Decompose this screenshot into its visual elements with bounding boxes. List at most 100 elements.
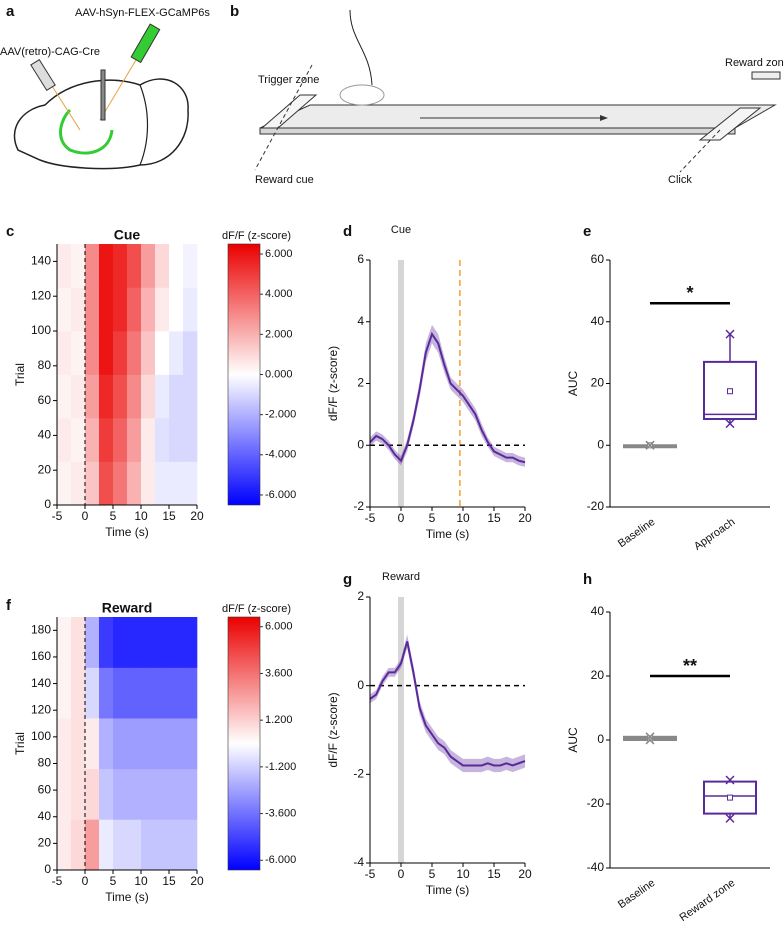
heat-cell — [141, 461, 156, 506]
heat-cell — [57, 331, 72, 375]
heat-cell — [71, 331, 86, 375]
heat-cell — [99, 287, 114, 332]
colorbar-tick-label: -6.000 — [265, 489, 296, 501]
heat-cell — [85, 461, 100, 506]
heat-cell — [85, 374, 100, 419]
x-tick-label: 10 — [456, 511, 470, 525]
y-tick-label: -2 — [353, 767, 364, 781]
y-tick-label: 80 — [38, 358, 52, 372]
heat-cell — [127, 418, 142, 462]
heat-cell — [113, 617, 128, 668]
heat-cell — [113, 718, 128, 770]
extreme — [645, 735, 655, 745]
heat-cell — [113, 244, 128, 288]
zone-label: Trigger zone — [258, 74, 319, 86]
heat-cell — [127, 244, 142, 288]
heat-cell — [71, 287, 86, 332]
heat-cell — [155, 667, 170, 719]
heatmap-title: Reward — [102, 600, 153, 616]
zone-line — [679, 129, 721, 173]
y-axis-label: AUC — [566, 371, 580, 397]
heat-cell — [155, 418, 170, 462]
x-tick-label: 0 — [82, 509, 89, 523]
panel-label: a — [6, 3, 15, 20]
y-axis-label: AUC — [566, 727, 580, 753]
heat-cell — [127, 768, 142, 820]
panel-label: f — [6, 597, 12, 614]
x-tick-label: -5 — [52, 509, 63, 523]
x-axis-label: Time (s) — [426, 883, 470, 897]
mean — [727, 388, 733, 395]
colorbar-tick-label: 2.000 — [265, 328, 293, 340]
heat-cell — [113, 287, 128, 332]
y-tick-label: -2 — [353, 499, 364, 513]
x-tick-label: Baseline — [616, 516, 657, 550]
heat-cell — [127, 819, 142, 871]
extreme — [725, 329, 735, 339]
significance-label: ** — [683, 656, 697, 676]
extreme — [645, 732, 655, 742]
heat-cell — [155, 461, 170, 506]
heat-cell — [113, 374, 128, 419]
heat-cell — [183, 287, 198, 332]
arrowhead — [600, 115, 608, 121]
colorbar-tick-label: 1.200 — [265, 714, 293, 726]
y-tick-label: 180 — [31, 622, 51, 636]
y-tick-label: 100 — [31, 729, 51, 743]
line — [369, 641, 526, 767]
x-axis-label: Time (s) — [105, 890, 149, 904]
panel-label: c — [6, 223, 14, 240]
heat-cell — [71, 768, 86, 820]
x-tick-label: -5 — [52, 874, 63, 888]
heat-cell — [127, 461, 142, 506]
y-tick-label: 4 — [357, 314, 364, 328]
heat-cell — [57, 418, 72, 462]
heat-cell — [169, 667, 184, 719]
extreme — [725, 775, 735, 785]
mouse — [339, 84, 385, 106]
heat-cell — [141, 374, 156, 419]
y-axis-label: dF/F (z-score) — [326, 692, 340, 767]
colorbar-tick-label: -6.000 — [265, 854, 296, 866]
trigger-plate — [260, 94, 318, 129]
cable — [349, 9, 373, 86]
heat-cell — [99, 374, 114, 419]
colorbar-tick-label: 6.000 — [265, 248, 293, 260]
colorbar-label: dF/F (z-score) — [222, 230, 291, 242]
heat-cell — [183, 461, 198, 506]
heat-cell — [99, 331, 114, 375]
x-tick-label: Reward zone — [677, 877, 737, 924]
reward-plate — [698, 107, 762, 141]
x-tick-label: 0 — [398, 511, 405, 525]
heat-cell — [141, 718, 156, 770]
heat-cell — [71, 374, 86, 419]
heat-cell — [141, 617, 156, 668]
x-tick-label: 10 — [134, 874, 148, 888]
y-axis-label: Trial — [13, 732, 27, 755]
injection-label: AAV(retro)-CAG-Cre — [0, 46, 100, 58]
y-tick-label: 40 — [38, 428, 52, 442]
brain-diagram: AAV(retro)-CAG-Cre AAV-hSyn-FLEX-GCaMP6s — [0, 7, 210, 170]
heat-cell — [71, 244, 86, 288]
heat-cell — [85, 768, 100, 820]
colorbar-tick-label: 4.000 — [265, 288, 293, 300]
event-band — [398, 260, 404, 507]
y-tick-label: 120 — [31, 288, 51, 302]
y-tick-label: 120 — [31, 702, 51, 716]
extreme — [645, 440, 655, 450]
heat-cell — [57, 244, 72, 288]
heat-cell — [71, 667, 86, 719]
x-tick-label: Approach — [692, 516, 737, 553]
heat-cell — [169, 331, 184, 375]
panel-label: e — [583, 223, 591, 240]
y-tick-label: 0 — [357, 678, 364, 692]
heat-cell — [169, 768, 184, 820]
x-tick-label: 5 — [110, 874, 117, 888]
y-tick-label: 2 — [357, 376, 364, 390]
event-label: Reward — [382, 571, 420, 583]
heat-cell — [57, 718, 72, 770]
significance-label: * — [686, 283, 693, 303]
y-tick-label: 140 — [31, 254, 51, 268]
heat-cell — [155, 768, 170, 820]
